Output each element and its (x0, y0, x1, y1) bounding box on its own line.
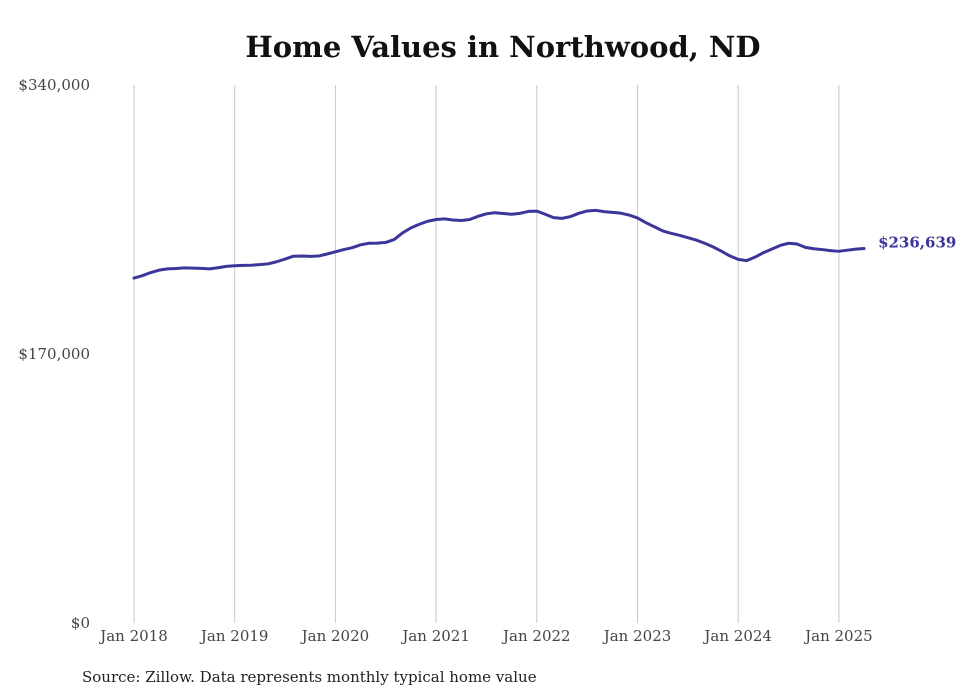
x-tick-label: Jan 2022 (501, 627, 571, 645)
x-tick-label: Jan 2019 (199, 627, 269, 645)
vertical-gridlines (133, 85, 840, 623)
chart-title: Home Values in Northwood, ND (245, 30, 761, 64)
x-tick-label: Jan 2018 (98, 627, 168, 645)
line-chart: $0$170,000$340,000 Jan 2018 Jan 2019 Jan 2… (18, 76, 956, 645)
y-tick-label: $0 (71, 614, 90, 632)
x-tick-label: Jan 2025 (803, 627, 873, 645)
x-axis-tick-labels: Jan 2018 Jan 2019 Jan 2020 Jan 2021 Jan 2022… (98, 627, 872, 645)
x-tick-label: Jan 2023 (602, 627, 672, 645)
x-tick-label: Jan 2020 (300, 627, 370, 645)
y-tick-label: $170,000 (18, 345, 90, 363)
y-tick-label: $340,000 (18, 76, 90, 94)
source-note: Source: Zillow. Data represents monthly … (82, 668, 537, 686)
y-axis-tick-labels: $0 $170,000 $340,000 (18, 76, 90, 632)
x-tick-label: Jan 2021 (400, 627, 470, 645)
x-tick-label: Jan 2024 (702, 627, 772, 645)
series-end-value-label: $236,639 (878, 234, 956, 252)
home-value-series-line (132, 208, 866, 280)
